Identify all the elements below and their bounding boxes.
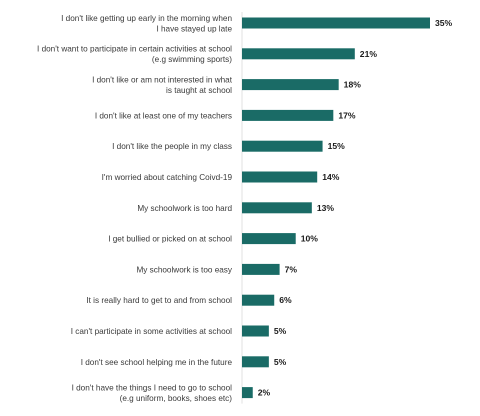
category-label-line: is taught at school [166, 86, 232, 95]
category-label-line: I don't see school helping me in the fut… [81, 358, 233, 367]
category-label: I don't like or am not interested in wha… [92, 75, 233, 95]
bar [242, 325, 269, 337]
value-label: 5% [274, 357, 287, 367]
category-label: I don't see school helping me in the fut… [81, 358, 233, 367]
category-label: I don't like at least one of my teachers [95, 111, 232, 120]
bar [242, 140, 323, 152]
bar [242, 294, 275, 306]
value-label: 13% [317, 203, 335, 213]
category-label: I get bullied or picked on at school [108, 235, 232, 244]
bar [242, 233, 296, 245]
category-label: I don't want to participate in certain a… [37, 45, 232, 65]
category-label-line: I'm worried about catching Coivd-19 [102, 173, 233, 182]
category-label: My schoolwork is too easy [136, 265, 232, 274]
value-label: 21% [360, 49, 378, 59]
bar [242, 356, 269, 368]
value-label: 2% [258, 388, 271, 398]
category-label: I don't like the people in my class [112, 142, 232, 151]
category-label: I don't have the things I need to go to … [72, 383, 233, 403]
value-label: 17% [338, 110, 356, 120]
category-label-line: It is really hard to get to and from sch… [86, 296, 232, 305]
category-label-line: My schoolwork is too hard [137, 204, 232, 213]
category-label-line: I get bullied or picked on at school [108, 235, 232, 244]
value-label: 18% [344, 80, 362, 90]
value-label: 10% [301, 234, 319, 244]
category-label-line: I can't participate in some activities a… [71, 327, 232, 336]
bar [242, 171, 318, 183]
category-label-line: I don't have the things I need to go to … [72, 383, 233, 392]
bar [242, 263, 280, 275]
value-label: 6% [279, 295, 292, 305]
value-label: 14% [322, 172, 340, 182]
bar [242, 387, 253, 399]
bar [242, 17, 430, 29]
category-label: I'm worried about catching Coivd-19 [102, 173, 233, 182]
value-label: 35% [435, 18, 453, 28]
bar [242, 48, 355, 60]
category-label-line: My schoolwork is too easy [136, 265, 232, 274]
category-label-line: I don't like the people in my class [112, 142, 232, 151]
category-label-line: I don't like or am not interested in wha… [92, 75, 233, 84]
category-label-line: (e.g uniform, books, shoes etc) [120, 394, 233, 403]
bar [242, 202, 312, 214]
category-label: I don't like getting up early in the mor… [61, 14, 232, 34]
category-label: I can't participate in some activities a… [71, 327, 232, 336]
value-label: 15% [328, 141, 346, 151]
value-label: 5% [274, 326, 287, 336]
category-label: It is really hard to get to and from sch… [86, 296, 232, 305]
category-label-line: I don't like getting up early in the mor… [61, 14, 232, 23]
value-label: 7% [285, 264, 298, 274]
bar [242, 79, 339, 91]
category-label: My schoolwork is too hard [137, 204, 232, 213]
category-label-line: (e.g swimming sports) [152, 55, 232, 64]
bar [242, 109, 334, 121]
category-label-line: I don't like at least one of my teachers [95, 111, 232, 120]
plot-area: I don't like getting up early in the mor… [37, 12, 453, 404]
category-label-line: I have stayed up late [156, 24, 232, 33]
category-label-line: I don't want to participate in certain a… [37, 45, 232, 54]
